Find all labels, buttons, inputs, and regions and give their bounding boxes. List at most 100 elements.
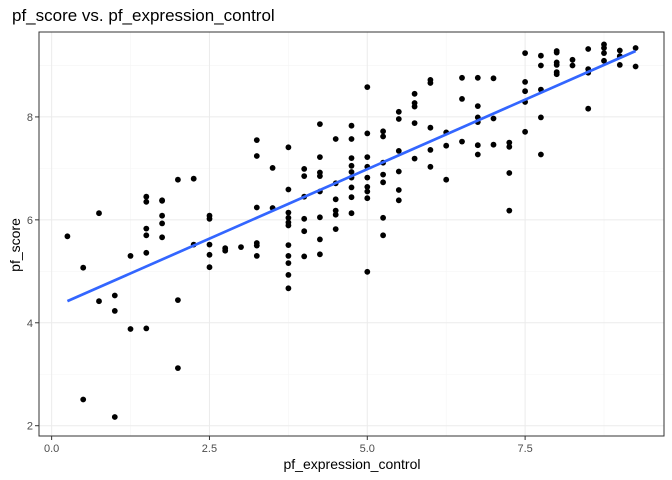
data-point [616,47,623,54]
data-point [364,188,371,195]
data-point [490,115,497,122]
data-point [585,105,592,112]
data-point [380,133,386,140]
data-point [364,184,371,190]
data-point [348,169,355,175]
data-point [96,210,102,217]
data-point [522,50,528,56]
data-point [490,75,497,82]
data-point [364,130,371,137]
data-point [506,170,513,176]
x-tick-label: 7.5 [517,443,532,455]
data-point [285,242,292,249]
data-point [490,141,497,148]
data-point [317,251,323,258]
data-point [206,251,213,258]
data-point [175,297,181,303]
data-point [538,52,544,59]
data-point [238,244,244,251]
data-point [332,196,339,203]
data-point [96,298,102,305]
data-point [474,74,481,81]
data-point [111,292,118,299]
data-point [459,138,465,145]
data-point [317,236,323,243]
data-point [380,232,386,239]
chart-title: pf_score vs. pf_expression_control [12,6,275,25]
data-point [427,147,434,153]
data-point [380,214,386,221]
data-point [301,215,308,222]
data-point [427,80,434,86]
y-tick-label: 6 [27,215,33,227]
data-point [411,155,418,162]
data-point [348,155,355,162]
data-point [522,128,528,135]
data-point [285,272,292,278]
data-point [332,211,339,218]
data-point [601,57,607,64]
y-tick-label: 4 [27,318,33,330]
data-point [411,103,418,110]
data-point [175,365,181,371]
data-point [143,249,150,256]
data-point [380,179,386,186]
plot-panel [39,32,664,436]
data-point [443,176,450,183]
data-point [506,207,513,214]
data-point [64,233,71,240]
data-point [143,325,150,332]
data-point [301,173,308,180]
data-point [538,114,544,121]
axes-layer: 0.0 2.5 5.0 7.5 2 4 6 8 [27,31,665,455]
data-point [553,71,560,78]
data-point [348,194,355,201]
data-point [285,144,292,151]
data-point [395,108,402,115]
data-point [553,49,560,56]
data-point [332,226,339,233]
y-tick-label: 2 [27,421,33,433]
data-point [285,260,292,266]
data-point [253,204,260,211]
data-point [380,128,386,135]
data-point [285,214,292,221]
data-point [348,122,355,129]
data-point [364,195,371,202]
data-point [143,225,150,232]
data-point [317,121,323,127]
data-point [143,198,150,205]
x-tick-label: 5.0 [360,443,375,455]
data-point [285,186,292,193]
data-point [569,62,576,69]
data-point [411,120,418,126]
data-point [427,163,434,170]
data-point [395,148,402,154]
data-point [317,173,323,180]
regression-line [66,49,637,303]
data-point [143,232,150,239]
data-point [111,414,118,420]
data-point [395,197,402,204]
data-point [222,247,229,254]
data-point [364,154,371,161]
data-point [301,253,308,260]
x-tick-label: 0.0 [44,443,59,455]
data-point [395,168,402,175]
data-point [111,308,118,314]
data-point [285,253,292,259]
data-point [317,214,323,221]
data-point [474,142,481,149]
data-point [285,222,292,229]
data-point [459,96,465,102]
data-point [206,215,213,222]
data-point [253,153,260,159]
data-point [538,151,544,158]
data-point [395,187,402,193]
data-point [80,264,87,271]
data-point [159,197,166,204]
data-point [143,193,150,200]
data-point [506,143,513,150]
x-tick-label: 2.5 [202,443,217,455]
